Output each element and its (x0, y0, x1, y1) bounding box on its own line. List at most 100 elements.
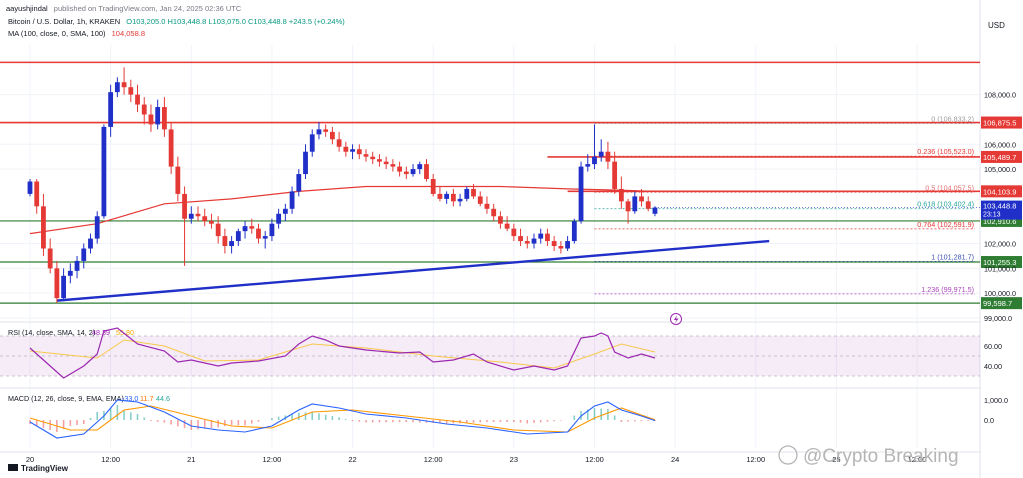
watermark: @Crypto Breaking (778, 445, 959, 467)
candle-body (323, 129, 329, 132)
candle-body (195, 213, 201, 217)
watermark-text: @Crypto Breaking (803, 446, 959, 467)
candles (27, 67, 658, 304)
candle (558, 241, 564, 254)
candle (403, 166, 409, 180)
rsi-band (0, 335, 980, 377)
candle-body (504, 223, 510, 229)
candle-body (484, 203, 490, 209)
candle-body (437, 193, 443, 199)
macd-value: -33.0 (122, 394, 138, 403)
candle (128, 79, 134, 103)
macd-hist-value: 44.6 (156, 394, 170, 403)
candle-body (256, 228, 261, 239)
candle-body (141, 104, 147, 115)
fib-label: 0.618 (103,402.4) (917, 200, 974, 209)
rsi-pane: RSI (14, close, SMA, 14, 2)48.39 55.80 60.… (8, 327, 1002, 379)
candle (34, 179, 40, 214)
candle-body (336, 139, 342, 147)
rsi-band-fill (0, 336, 980, 376)
candle-body (175, 166, 181, 194)
candle-body (148, 114, 154, 125)
candle (323, 124, 329, 137)
rsi-value: 48.39 (92, 328, 110, 337)
candle (276, 208, 282, 229)
fib-label: 0.236 (105,523.0) (917, 147, 974, 156)
candle (571, 218, 577, 244)
level-price-tag (981, 150, 1022, 163)
rsi-tick-label: 60.00 (984, 342, 1002, 351)
candle (81, 243, 87, 269)
candle (61, 268, 66, 301)
candle-body (578, 166, 584, 222)
candle (383, 156, 389, 170)
macd-label: MACD (12, 26, close, 9, EMA, EMA) (8, 394, 124, 403)
level-price-tag (981, 116, 1022, 129)
candle (565, 236, 570, 251)
candle-body (377, 159, 382, 162)
candle (303, 144, 308, 180)
candle (545, 228, 550, 247)
candle (296, 169, 302, 197)
time-axis: 20 12:00 21 12:00 22 12:00 23 12:00 24 12:00 25 12:… (26, 455, 927, 464)
candle-body (289, 191, 295, 209)
macd-tick-label: 1,000.0 (984, 396, 1008, 405)
candle (484, 196, 490, 214)
macd-signal-value: 11.7 (140, 394, 153, 403)
candle-body (538, 233, 544, 239)
time-tick-label: 12:00 (101, 455, 120, 464)
candle (141, 97, 147, 125)
candle (47, 238, 53, 274)
tradingview-logo-icon (8, 464, 18, 471)
candle (450, 188, 456, 207)
candle (235, 228, 241, 247)
time-tick-label: 21 (187, 455, 195, 464)
rsi-tick-label: 40.00 (984, 362, 1002, 371)
time-tick-label: 12:00 (263, 455, 282, 464)
candle (410, 164, 416, 177)
candle (585, 154, 591, 172)
candle (249, 218, 255, 234)
candle (592, 124, 597, 170)
candle-body (350, 149, 355, 152)
time-tick-label: 12:00 (908, 455, 927, 464)
candle-body (498, 216, 503, 224)
candle-body (477, 196, 483, 204)
candle-body (182, 193, 187, 219)
candle (67, 263, 73, 284)
header-author: aayushjindal published on TradingView.co… (6, 4, 242, 13)
candle (377, 154, 382, 167)
last-price-countdown: 23:13 (983, 212, 1001, 219)
candle-body (390, 164, 396, 167)
candle-body (343, 146, 349, 152)
fib-label: 0.5 (104,057.5) (925, 183, 974, 192)
candle (632, 191, 638, 214)
candle (639, 188, 644, 207)
candle-body (471, 188, 476, 197)
candle-body (135, 94, 140, 105)
candle (242, 221, 248, 239)
candle-body (518, 236, 523, 242)
price-tick-label: 100,000.0 (984, 289, 1016, 298)
candle (94, 211, 100, 244)
candle-body (202, 216, 208, 222)
candle-body (88, 238, 93, 249)
candle-body (162, 107, 167, 130)
candle-body (363, 154, 369, 157)
candle-body (67, 270, 73, 276)
fib-label: 0.764 (102,591.9) (917, 220, 974, 229)
candle-body (81, 248, 87, 261)
candle (471, 183, 476, 199)
candle (524, 236, 530, 249)
candle-body (74, 260, 80, 271)
candle-body (94, 216, 100, 239)
macd-tick-label: 0.0 (984, 416, 994, 425)
lightning-icon[interactable] (670, 313, 682, 325)
candle (195, 206, 201, 222)
candle-body (27, 181, 33, 194)
candle-body (424, 164, 429, 180)
candle (269, 218, 275, 242)
candle (148, 104, 154, 132)
candle (108, 84, 114, 137)
